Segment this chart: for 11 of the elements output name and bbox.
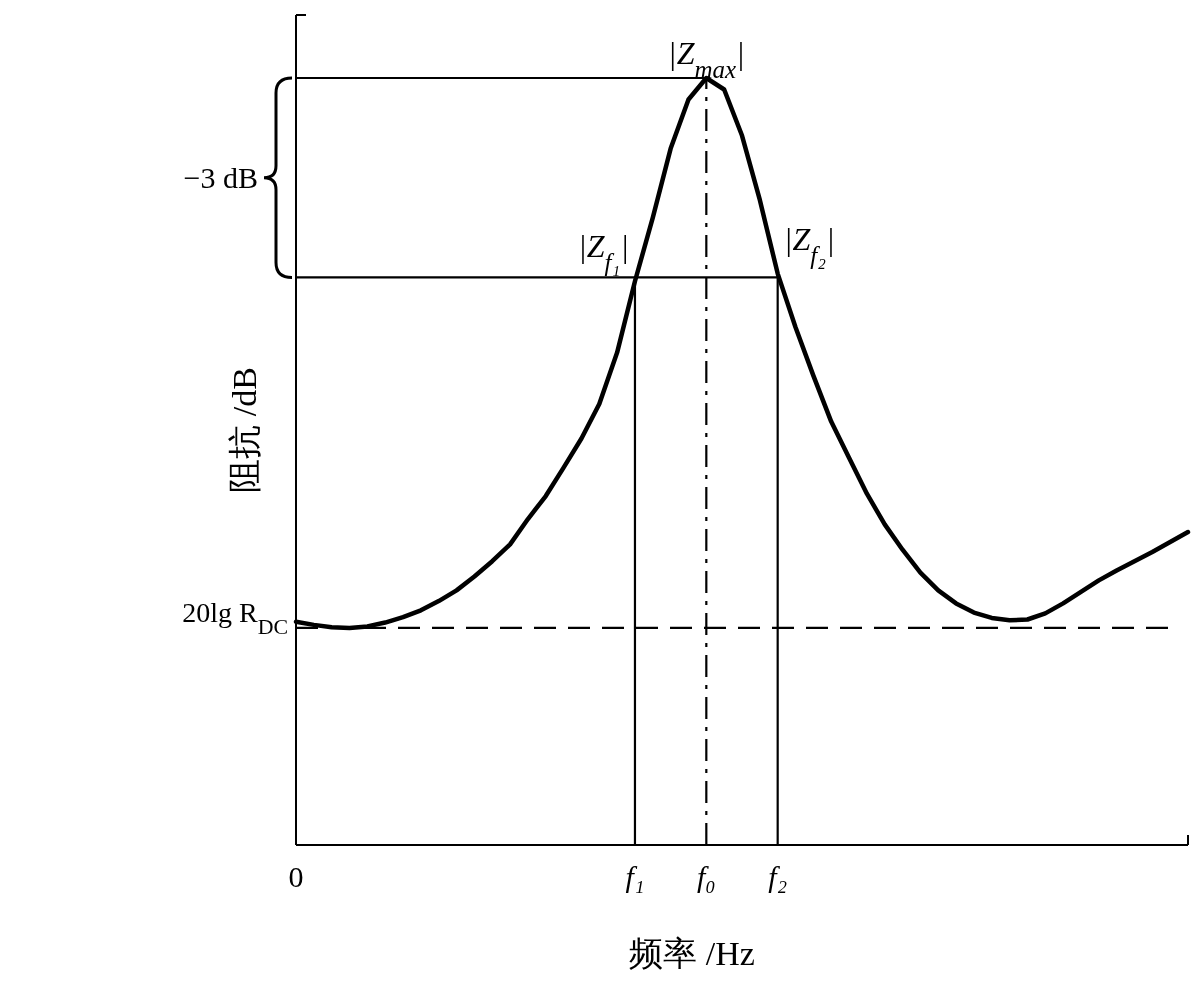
x-tick-label: 0 [288,860,304,893]
y-axis-title: 阻抗 /dB [226,367,263,493]
x-axis-title: 频率 /Hz [629,935,755,972]
x-tick-label: f₂ [768,860,788,893]
text: −3 dB [183,160,258,194]
x-tick-label: f₁ [625,860,645,893]
annotation: |Z$_{f₂}$| [783,220,835,269]
x-tick-label: f₀ [696,860,716,893]
ref-line-label: 20lg R$_{DC}$ [182,596,288,639]
annotation: |Z$_{max}$| [667,35,745,83]
annotation: |Z$_{f₁}$| [577,228,629,276]
